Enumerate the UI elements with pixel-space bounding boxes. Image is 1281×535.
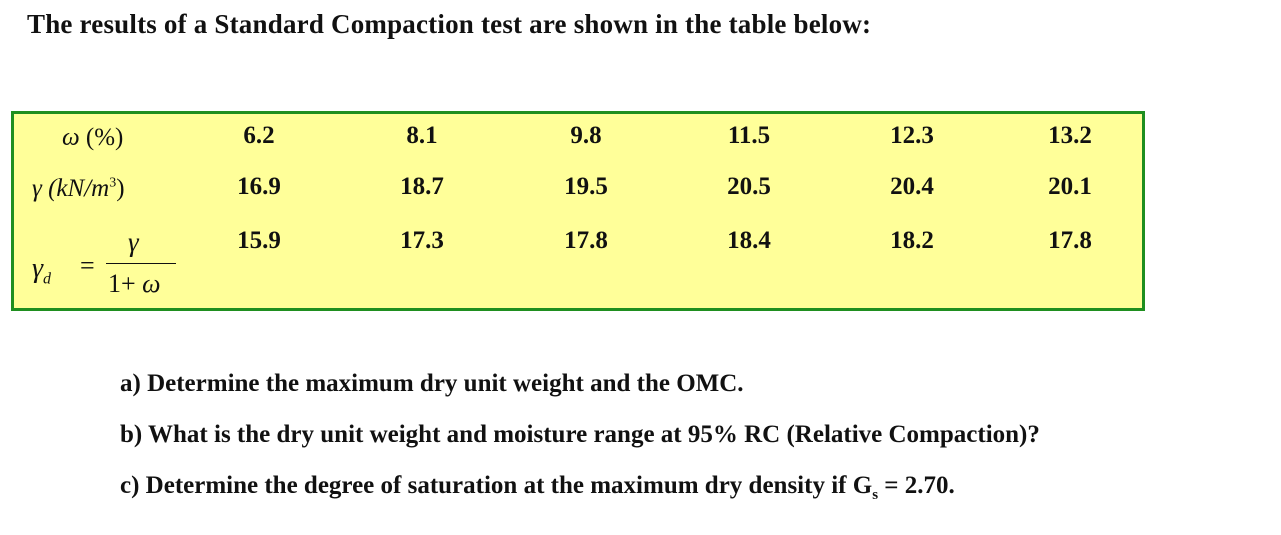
compaction-results-table: ω (%) 6.2 8.1 9.8 11.5 12.3 13.2 γ (kN/m… bbox=[11, 111, 1145, 311]
fraction-bar bbox=[106, 263, 176, 264]
table-cell: 18.7 bbox=[400, 173, 444, 200]
formula-denominator: 1+ ω bbox=[108, 269, 161, 298]
formula-lhs: γd bbox=[32, 253, 52, 288]
table-cell: 12.3 bbox=[890, 122, 934, 149]
table-cell: 8.1 bbox=[406, 122, 438, 149]
question-c: c) Determine the degree of saturation at… bbox=[120, 472, 955, 503]
table-cell: 20.5 bbox=[727, 173, 771, 200]
percent-unit: (%) bbox=[85, 124, 124, 151]
table-cell: 17.8 bbox=[1048, 227, 1092, 254]
row-label-moisture-content: ω (%) bbox=[62, 124, 123, 152]
table-cell: 20.1 bbox=[1048, 173, 1092, 200]
table-cell: 15.9 bbox=[237, 227, 281, 254]
table-cell: 11.5 bbox=[727, 122, 771, 149]
gamma-symbol: γ bbox=[32, 175, 42, 202]
table-cell: 16.9 bbox=[237, 173, 281, 200]
intro-text: The results of a Standard Compaction tes… bbox=[27, 9, 872, 39]
table-cell: 18.2 bbox=[890, 227, 934, 254]
table-cell: 9.8 bbox=[570, 122, 602, 149]
unit-open: (kN/m bbox=[48, 175, 110, 202]
specific-gravity-subscript: s bbox=[872, 487, 879, 503]
row-label-unit-weight: γ (kN/m3) bbox=[32, 175, 125, 203]
table-cell: 6.2 bbox=[243, 122, 275, 149]
table-cell: 20.4 bbox=[890, 173, 934, 200]
table-cell: 18.4 bbox=[727, 227, 771, 254]
table-cell: 17.8 bbox=[564, 227, 608, 254]
table-cell: 19.5 bbox=[564, 173, 608, 200]
row-label-dry-unit-weight-formula: γd = γ 1+ ω bbox=[28, 226, 188, 306]
omega-symbol: ω bbox=[62, 124, 80, 151]
question-b: b) What is the dry unit weight and moist… bbox=[120, 421, 1040, 448]
table-cell: 17.3 bbox=[400, 227, 444, 254]
unit-close: ) bbox=[116, 175, 125, 202]
formula-numerator: γ bbox=[128, 227, 139, 257]
formula-equals: = bbox=[80, 251, 95, 280]
unit-exponent: 3 bbox=[109, 175, 117, 191]
question-a: a) Determine the maximum dry unit weight… bbox=[120, 370, 744, 397]
formula-subscript: d bbox=[43, 270, 52, 288]
table-cell: 13.2 bbox=[1048, 122, 1092, 149]
